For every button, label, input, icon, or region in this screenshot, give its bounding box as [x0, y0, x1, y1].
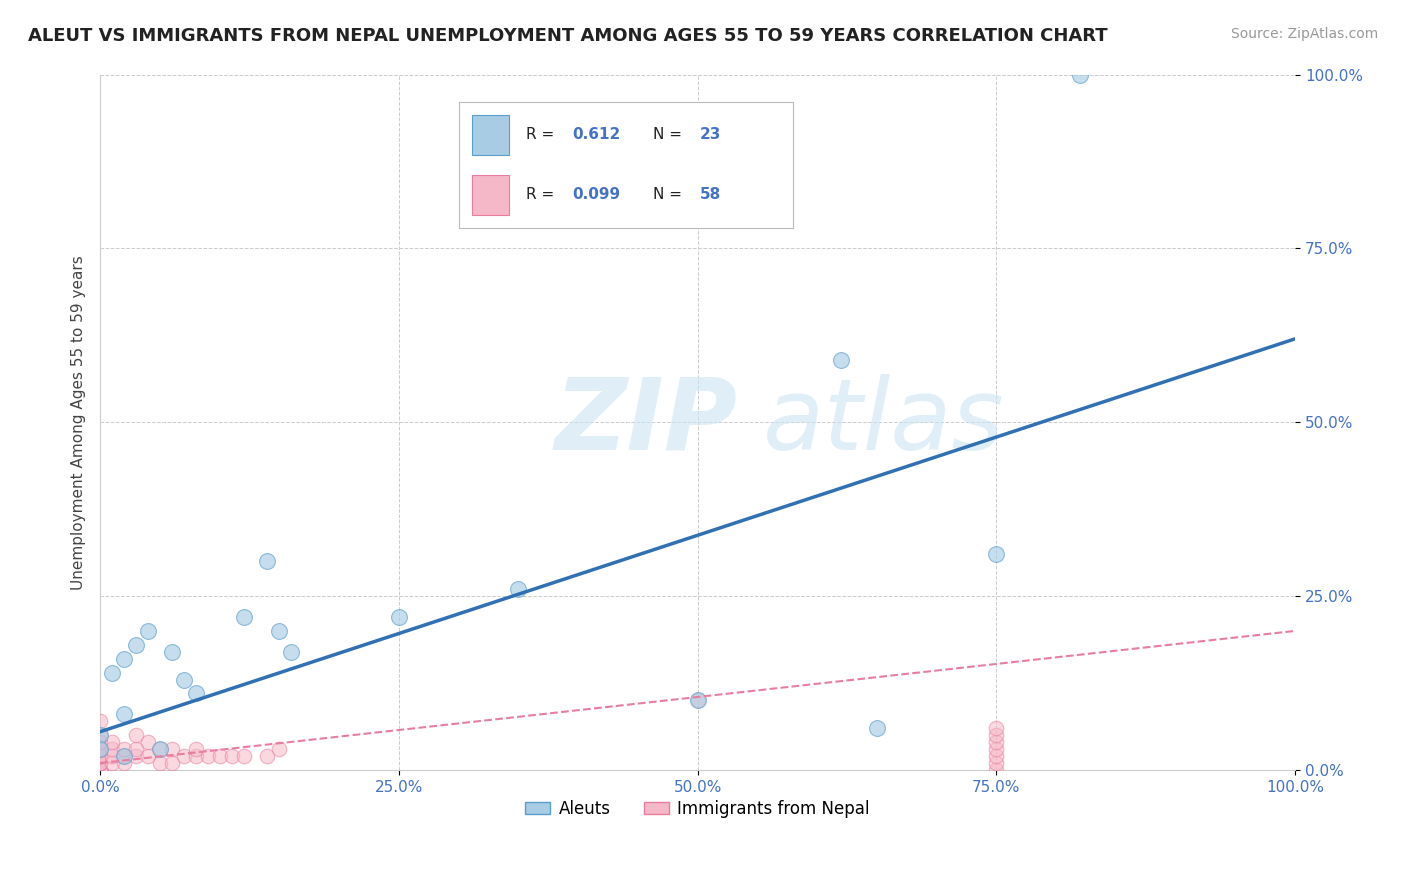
Point — [136, 749, 159, 764]
Point — [89, 742, 111, 756]
Point — [89, 763, 111, 777]
Point — [149, 756, 172, 770]
Point — [112, 707, 135, 722]
Point — [866, 721, 889, 735]
Point — [986, 721, 1008, 735]
Point — [89, 742, 111, 756]
Point — [101, 665, 124, 680]
Point — [160, 645, 183, 659]
Y-axis label: Unemployment Among Ages 55 to 59 years: Unemployment Among Ages 55 to 59 years — [72, 255, 86, 590]
Point — [112, 651, 135, 665]
Point — [89, 735, 111, 749]
Point — [986, 742, 1008, 756]
Point — [686, 693, 709, 707]
Point — [269, 624, 291, 638]
Point — [232, 610, 254, 624]
Point — [686, 693, 709, 707]
Point — [280, 645, 302, 659]
Point — [986, 763, 1008, 777]
Text: ZIP: ZIP — [554, 374, 737, 471]
Point — [136, 624, 159, 638]
Point — [101, 749, 124, 764]
Point — [89, 749, 111, 764]
Point — [89, 735, 111, 749]
Point — [89, 763, 111, 777]
Text: Source: ZipAtlas.com: Source: ZipAtlas.com — [1230, 27, 1378, 41]
Point — [89, 742, 111, 756]
Point — [221, 749, 243, 764]
Point — [89, 763, 111, 777]
Point — [89, 749, 111, 764]
Point — [89, 749, 111, 764]
Point — [89, 763, 111, 777]
Point — [184, 749, 207, 764]
Point — [160, 756, 183, 770]
Point — [256, 749, 278, 764]
Point — [89, 763, 111, 777]
Point — [986, 735, 1008, 749]
Point — [125, 728, 148, 742]
Point — [208, 749, 231, 764]
Point — [89, 763, 111, 777]
Point — [986, 728, 1008, 742]
Point — [89, 763, 111, 777]
Text: atlas: atlas — [763, 374, 1005, 471]
Point — [197, 749, 219, 764]
Point — [112, 742, 135, 756]
Point — [173, 749, 195, 764]
Point — [89, 742, 111, 756]
Point — [125, 742, 148, 756]
Point — [89, 756, 111, 770]
Point — [508, 582, 530, 597]
Point — [173, 673, 195, 687]
Point — [89, 763, 111, 777]
Point — [125, 638, 148, 652]
Point — [184, 742, 207, 756]
Point — [89, 763, 111, 777]
Point — [125, 749, 148, 764]
Point — [1069, 68, 1091, 82]
Point — [232, 749, 254, 764]
Point — [101, 742, 124, 756]
Point — [101, 756, 124, 770]
Point — [89, 728, 111, 742]
Text: ALEUT VS IMMIGRANTS FROM NEPAL UNEMPLOYMENT AMONG AGES 55 TO 59 YEARS CORRELATIO: ALEUT VS IMMIGRANTS FROM NEPAL UNEMPLOYM… — [28, 27, 1108, 45]
Point — [149, 742, 172, 756]
Point — [160, 742, 183, 756]
Point — [89, 756, 111, 770]
Point — [89, 714, 111, 729]
Point — [89, 728, 111, 742]
Point — [89, 749, 111, 764]
Point — [986, 756, 1008, 770]
Point — [112, 749, 135, 764]
Point — [830, 352, 852, 367]
Point — [986, 749, 1008, 764]
Point — [112, 756, 135, 770]
Point — [388, 610, 411, 624]
Point — [89, 763, 111, 777]
Point — [89, 756, 111, 770]
Point — [89, 763, 111, 777]
Point — [986, 548, 1008, 562]
Point — [101, 735, 124, 749]
Legend: Aleuts, Immigrants from Nepal: Aleuts, Immigrants from Nepal — [519, 793, 876, 824]
Point — [256, 554, 278, 568]
Point — [112, 749, 135, 764]
Point — [136, 735, 159, 749]
Point — [149, 742, 172, 756]
Point — [269, 742, 291, 756]
Point — [184, 686, 207, 700]
